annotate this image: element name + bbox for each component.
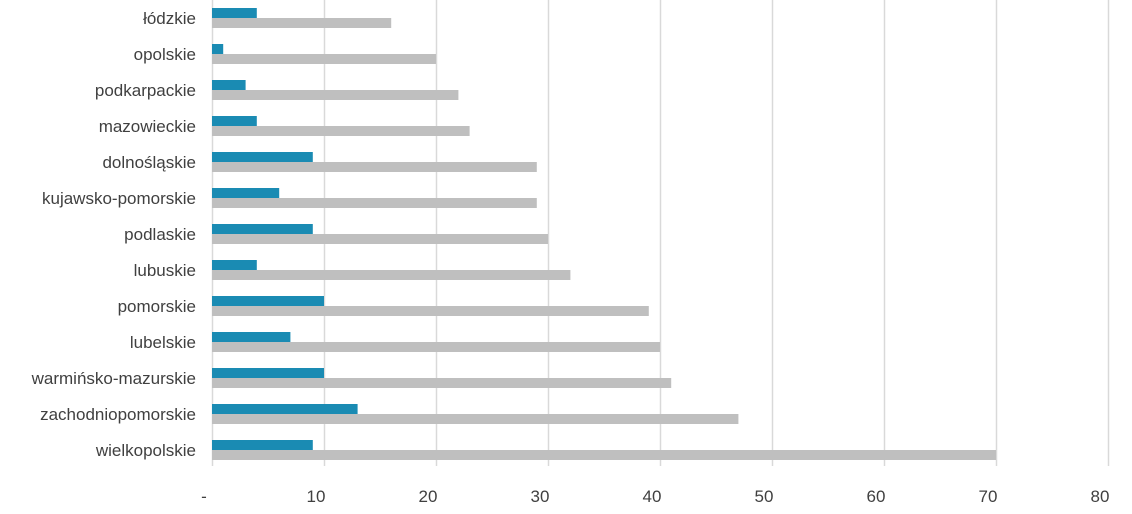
category-label: lubelskie [130, 333, 196, 352]
x-tick-label: 10 [307, 487, 326, 506]
bar-series1-6 [212, 224, 313, 234]
gridlines [211, 0, 1110, 466]
category-label: łódzkie [143, 9, 196, 28]
x-tick-label: 30 [531, 487, 550, 506]
category-label: podlaskie [124, 225, 196, 244]
x-axis-tick-labels: - 10 20 30 40 50 60 70 80 [201, 487, 1109, 506]
x-tick-label: 60 [867, 487, 886, 506]
bar-series1-1 [212, 44, 224, 54]
bar-series2-4 [212, 162, 537, 172]
x-tick-label: 20 [419, 487, 438, 506]
category-label: kujawsko-pomorskie [42, 189, 196, 208]
x-tick-label: 50 [755, 487, 774, 506]
bar-series2-0 [212, 18, 392, 28]
bar-series2-7 [212, 270, 571, 280]
bar-series1-10 [212, 368, 324, 378]
category-label: zachodniopomorskie [40, 405, 196, 424]
bar-series1-3 [212, 116, 257, 126]
bar-series2-6 [212, 234, 548, 244]
bars [212, 8, 996, 460]
category-label: warmińsko-mazurskie [31, 369, 196, 388]
bar-series2-11 [212, 414, 739, 424]
bar-series2-1 [212, 54, 436, 64]
bar-series2-3 [212, 126, 470, 136]
bar-series1-0 [212, 8, 257, 18]
bar-series1-7 [212, 260, 257, 270]
bar-series2-8 [212, 306, 649, 316]
bar-series1-12 [212, 440, 313, 450]
category-label: opolskie [134, 45, 196, 64]
x-tick-label: 40 [643, 487, 662, 506]
category-label: podkarpackie [95, 81, 196, 100]
bar-series1-9 [212, 332, 291, 342]
category-label: pomorskie [118, 297, 196, 316]
bar-series1-4 [212, 152, 313, 162]
bar-series1-8 [212, 296, 324, 306]
category-labels: łódzkie opolskie podkarpackie mazowieckie do… [31, 9, 196, 460]
category-label: wielkopolskie [95, 441, 196, 460]
x-tick-label: 80 [1091, 487, 1110, 506]
bar-series2-5 [212, 198, 537, 208]
x-tick-label: 70 [979, 487, 998, 506]
category-label: mazowieckie [99, 117, 196, 136]
x-tick-label: - [201, 487, 207, 506]
bar-series1-11 [212, 404, 358, 414]
category-label: lubuskie [134, 261, 196, 280]
bar-series1-5 [212, 188, 280, 198]
bar-series2-2 [212, 90, 459, 100]
bar-series1-2 [212, 80, 246, 90]
bar-series2-10 [212, 378, 672, 388]
bar-series2-9 [212, 342, 660, 352]
bar-series2-12 [212, 450, 996, 460]
category-label: dolnośląskie [102, 153, 196, 172]
